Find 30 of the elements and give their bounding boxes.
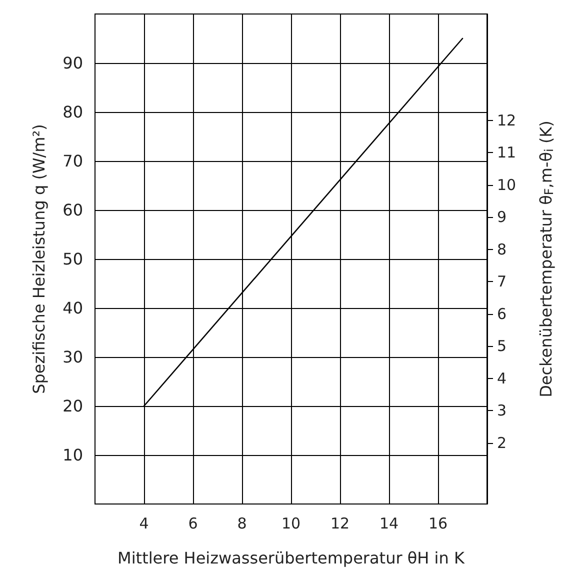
y-tick-label: 50 — [62, 250, 83, 268]
y2-tick-label: 7 — [497, 272, 507, 291]
y2-tick-label: 4 — [497, 369, 507, 388]
y-tick-label: 10 — [62, 446, 83, 464]
y-tick-label: 60 — [62, 200, 83, 220]
x-tick-label: 8 — [237, 514, 247, 532]
y2-tick-label: 8 — [497, 240, 507, 258]
y-tick-label: 80 — [62, 102, 83, 122]
y2-tick-label: 2 — [497, 434, 507, 452]
y2-tick-label: 11 — [497, 144, 516, 162]
x-axis-title: Mittlere Heizwasserübertemperatur θH in K — [118, 548, 465, 568]
y-tick-label: 30 — [62, 348, 83, 366]
x-tick-label: 6 — [188, 514, 198, 532]
y2-tick-label: 6 — [497, 304, 507, 323]
y-tick-label: 20 — [62, 396, 83, 416]
y2-tick-label: 12 — [497, 111, 516, 130]
y2-axis-title: Deckenübertemperatur θF,m-θi (K) — [536, 120, 556, 398]
y-tick-label: 40 — [62, 298, 83, 318]
x-tick-label: 12 — [330, 514, 350, 532]
y2-tick-label: 3 — [497, 402, 507, 420]
y2-tick-label: 9 — [497, 208, 507, 226]
y-tick-label: 90 — [62, 54, 83, 72]
x-tick-label: 14 — [379, 514, 399, 532]
x-tick-label: 10 — [281, 514, 301, 532]
x-tick-label: 16 — [428, 514, 448, 532]
y-axis-title: Spezifische Heizleistung q (W/m²) — [30, 124, 48, 394]
y2-tick-label: 10 — [497, 176, 516, 194]
x-tick-label: 4 — [139, 514, 149, 532]
y2-tick-label: 5 — [497, 337, 507, 356]
y-tick-label: 70 — [62, 152, 83, 170]
